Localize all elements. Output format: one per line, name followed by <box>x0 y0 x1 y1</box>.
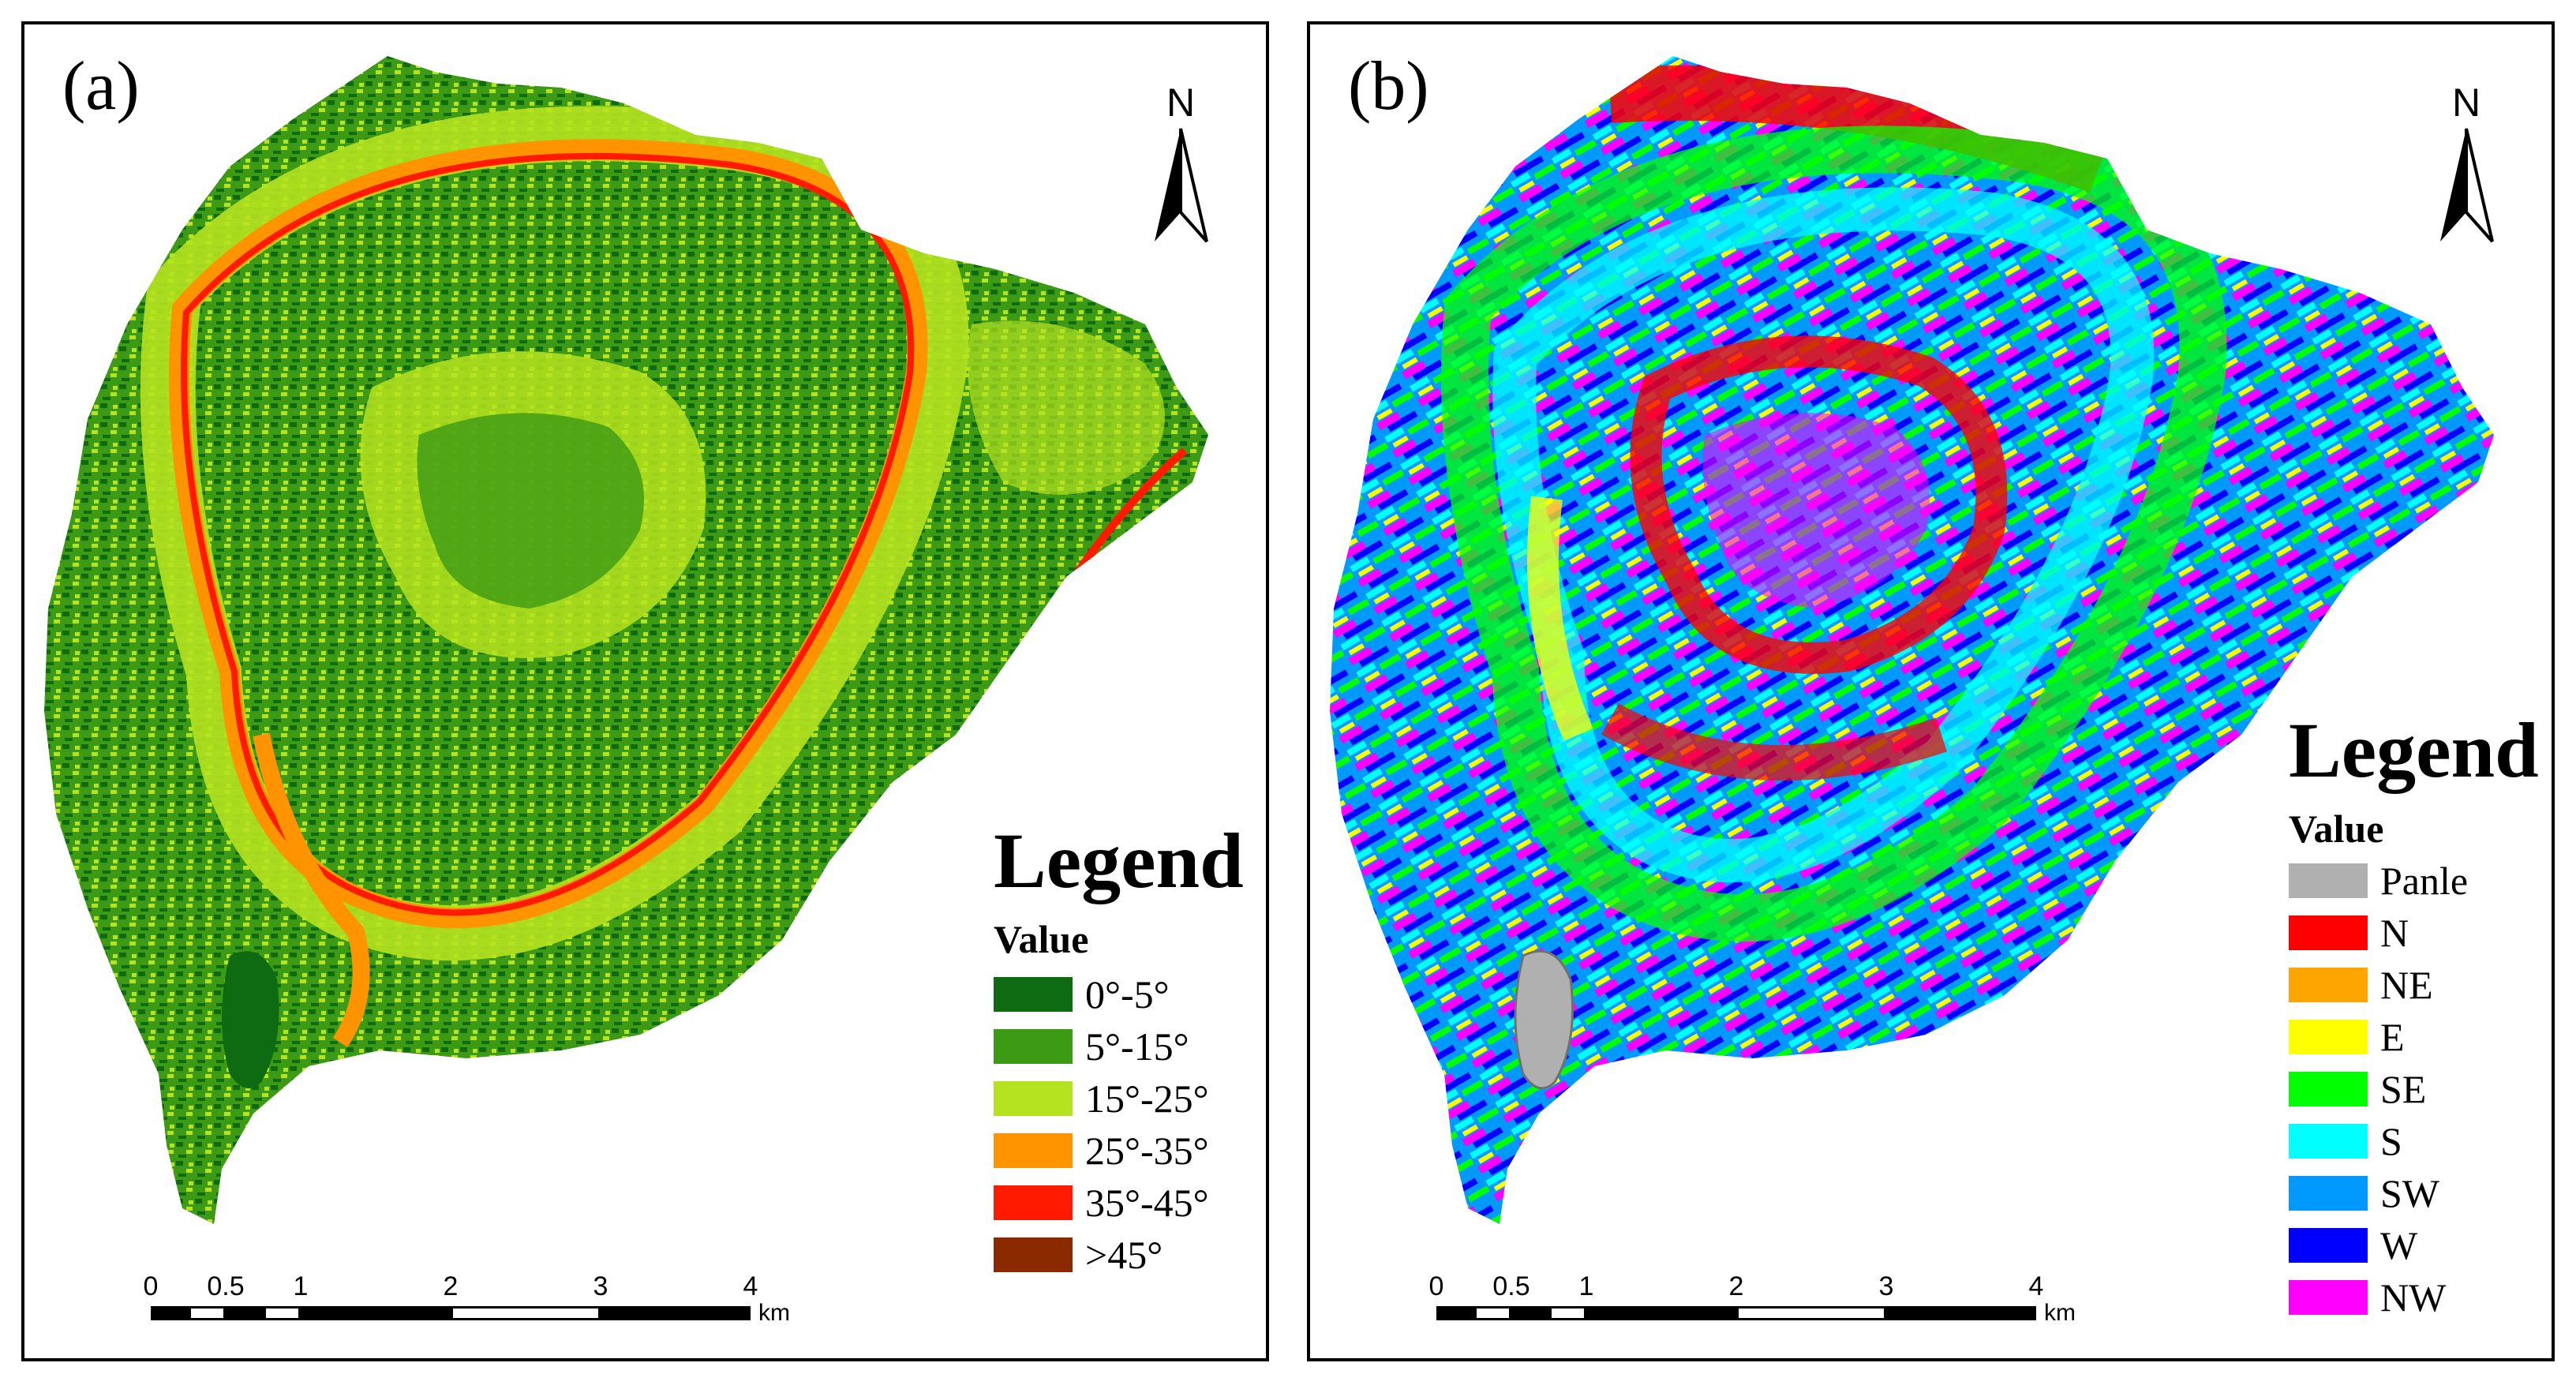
legend-label: E <box>2380 1015 2405 1059</box>
scale-tick-label: 2 <box>443 1271 459 1301</box>
legend-item: S <box>2289 1115 2539 1167</box>
legend-item: NE <box>2289 959 2539 1011</box>
legend-label: S <box>2380 1119 2402 1163</box>
scale-tick-label: 0.5 <box>207 1271 245 1301</box>
scale-bar-segment <box>1473 1306 1511 1320</box>
scale-tick-label: 4 <box>2028 1271 2044 1301</box>
legend-swatch <box>2289 1176 2368 1211</box>
legend-item: 15°-25° <box>994 1073 1244 1125</box>
scale-unit-label: km <box>758 1300 790 1326</box>
north-label: N <box>1166 80 1196 125</box>
panel-a-slope-map: (a) N Legend Value 0°-5° 5°-15° 15°-25° 25°… <box>21 21 1269 1361</box>
legend-item: N <box>2289 907 2539 959</box>
panel-a-legend: Legend Value 0°-5° 5°-15° 15°-25° 25°-35° 35… <box>994 822 1244 1281</box>
legend-label: N <box>2380 911 2409 955</box>
legend-label: Panle <box>2380 859 2469 903</box>
legend-item: E <box>2289 1011 2539 1063</box>
legend-item: 5°-15° <box>994 1020 1244 1073</box>
legend-label: 0°-5° <box>1085 972 1170 1016</box>
legend-swatch <box>2289 1280 2368 1315</box>
legend-swatch <box>2289 968 2368 1002</box>
legend-item: 0°-5° <box>994 968 1244 1020</box>
legend-label: 15°-25° <box>1085 1076 1209 1121</box>
panel-a-label: (a) <box>62 48 140 125</box>
legend-item: >45° <box>994 1229 1244 1281</box>
legend-item: SW <box>2289 1167 2539 1219</box>
scale-bar-segment <box>451 1306 601 1320</box>
legend-label: NW <box>2380 1275 2447 1320</box>
panel-b-aspect-map: (b) N Legend Value Panle N NE E SE S SW W NW 0 0.… <box>1307 21 2555 1361</box>
scale-bar-segment <box>1548 1306 1586 1320</box>
legend-swatch <box>994 1133 1073 1168</box>
legend-swatch <box>994 1081 1073 1116</box>
scale-tick-label: 2 <box>1728 1271 1744 1301</box>
legend-label: 25°-35° <box>1085 1129 1209 1173</box>
legend-subtitle: Value <box>994 917 1089 961</box>
scale-bar-segment <box>1586 1306 1736 1320</box>
legend-item: 35°-45° <box>994 1177 1244 1229</box>
legend-item: W <box>2289 1219 2539 1271</box>
legend-label: 5°-15° <box>1085 1024 1189 1069</box>
panel-a-scale-bar: 0 0.5 1 2 3 4 km <box>144 1271 798 1335</box>
scale-tick-label: 3 <box>593 1271 608 1301</box>
legend-swatch <box>994 977 1073 1012</box>
legend-subtitle: Value <box>2289 807 2384 851</box>
legend-title: Legend <box>2289 706 2539 794</box>
legend-label: 35°-45° <box>1085 1181 1209 1225</box>
legend-swatch <box>994 1029 1073 1064</box>
scale-bar-segment <box>1511 1306 1549 1320</box>
slope-map-raster <box>44 56 1208 1224</box>
legend-label: W <box>2380 1223 2418 1267</box>
north-arrow-icon-graphic <box>1155 128 1208 243</box>
scale-bar-segment <box>1436 1306 1474 1320</box>
north-arrow-icon: N <box>1145 80 1216 253</box>
legend-item: SE <box>2289 1063 2539 1115</box>
scale-tick-label: 0 <box>143 1271 159 1301</box>
scale-bar-segment <box>263 1306 301 1320</box>
legend-swatch <box>994 1237 1073 1272</box>
panel-b-scale-bar: 0 0.5 1 2 3 4 km <box>1429 1271 2084 1335</box>
scale-bar-segment <box>151 1306 189 1320</box>
legend-swatch <box>2289 1020 2368 1054</box>
scale-bar-segment <box>1736 1306 1886 1320</box>
legend-item: Panle <box>2289 855 2539 907</box>
legend-swatch <box>2289 1228 2368 1263</box>
legend-label: SW <box>2380 1171 2439 1215</box>
scale-bar-segment <box>188 1306 226 1320</box>
scale-tick-label: 1 <box>1578 1271 1594 1301</box>
legend-item: 25°-35° <box>994 1125 1244 1177</box>
scale-bar-segment <box>601 1306 751 1320</box>
scale-tick-label: 3 <box>1878 1271 1894 1301</box>
legend-swatch <box>2289 1124 2368 1159</box>
panel-b-label: (b) <box>1348 48 1429 125</box>
scale-tick-label: 0 <box>1428 1271 1444 1301</box>
legend-swatch <box>2289 915 2368 950</box>
legend-label: >45° <box>1085 1233 1163 1277</box>
scale-tick-label: 4 <box>743 1271 758 1301</box>
scale-bar-segment <box>301 1306 451 1320</box>
north-label: N <box>2451 80 2481 125</box>
scale-unit-label: km <box>2044 1300 2076 1326</box>
legend-item: NW <box>2289 1271 2539 1323</box>
panel-b-legend: Legend Value Panle N NE E SE S SW W NW <box>2289 711 2539 1323</box>
north-arrow-icon-graphic <box>2440 128 2494 243</box>
legend-swatch <box>2289 1072 2368 1106</box>
legend-title: Legend <box>994 817 1244 904</box>
scale-bar-segment <box>1886 1306 2036 1320</box>
scale-bar-segment <box>226 1306 264 1320</box>
legend-swatch <box>2289 863 2368 898</box>
legend-label: NE <box>2380 963 2433 1007</box>
north-arrow-icon: N <box>2431 80 2502 253</box>
legend-label: SE <box>2380 1067 2427 1111</box>
legend-swatch <box>994 1185 1073 1220</box>
scale-tick-label: 1 <box>293 1271 309 1301</box>
scale-tick-label: 0.5 <box>1492 1271 1530 1301</box>
